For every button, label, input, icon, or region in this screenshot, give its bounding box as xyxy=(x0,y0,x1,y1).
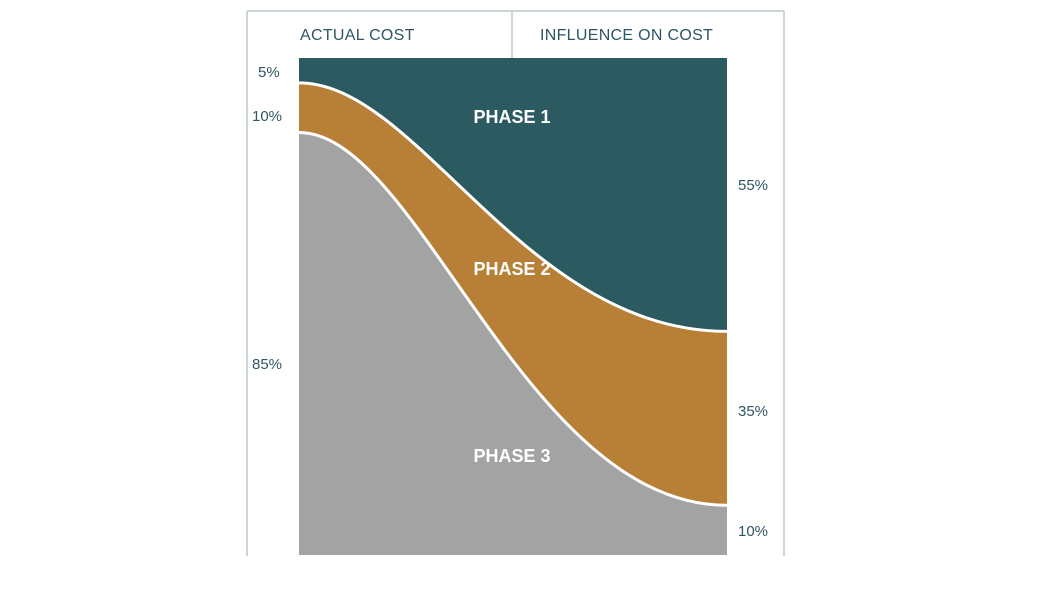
right-label-phase-2: 35% xyxy=(738,403,768,420)
phase-3-label: PHASE 3 xyxy=(473,446,550,466)
left-label-phase-1: 5% xyxy=(258,64,280,81)
header-influence-on-cost: INFLUENCE ON COST xyxy=(540,27,713,44)
area-phase-2 xyxy=(299,82,727,506)
left-label-phase-3: 85% xyxy=(252,356,282,373)
header-actual-cost: ACTUAL COST xyxy=(300,27,415,44)
phase-2-label: PHASE 2 xyxy=(473,259,550,279)
right-label-phase-1: 55% xyxy=(738,177,768,194)
boundary-line-phase-2-3 xyxy=(298,131,728,507)
area-phase-1 xyxy=(299,58,727,332)
phase-1-label: PHASE 1 xyxy=(473,107,550,127)
area-phase-3 xyxy=(299,132,727,556)
right-label-phase-3: 10% xyxy=(738,523,768,540)
plot-area xyxy=(298,58,728,556)
left-label-phase-2: 10% xyxy=(252,108,282,125)
boundary-line-phase-1-2 xyxy=(298,81,728,333)
